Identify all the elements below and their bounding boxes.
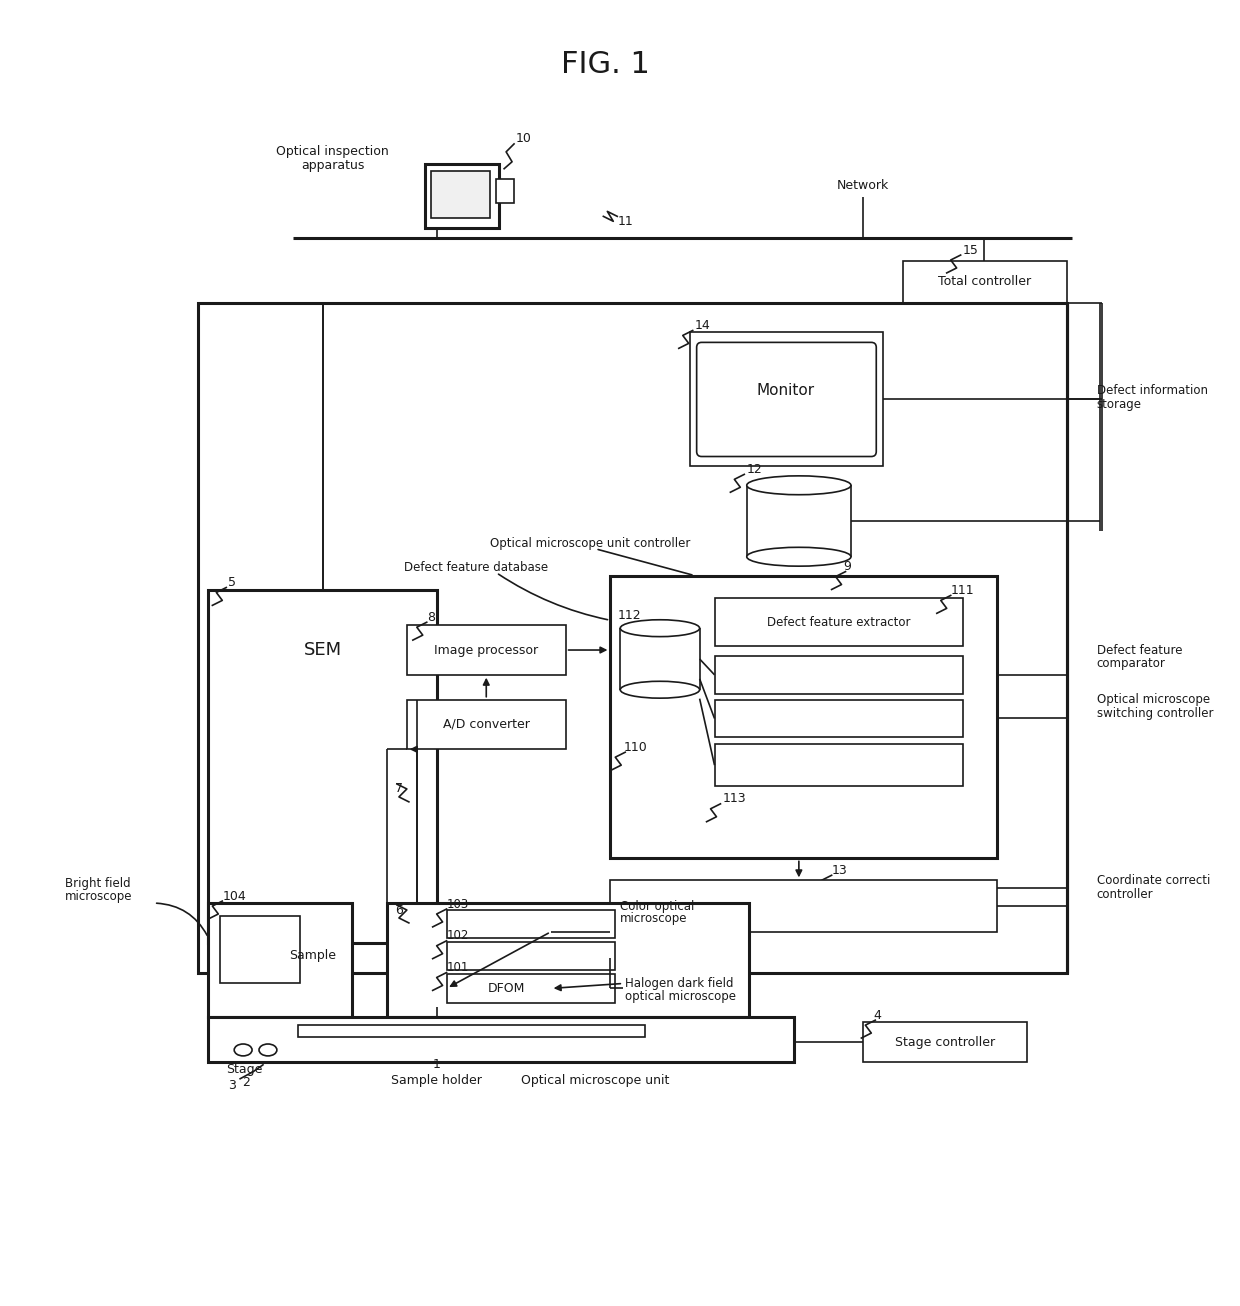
Text: 110: 110 — [624, 741, 647, 754]
Text: 113: 113 — [723, 793, 746, 806]
Bar — [208, 590, 436, 943]
Text: Stage controller: Stage controller — [895, 1036, 994, 1049]
Text: switching controller: switching controller — [1096, 707, 1213, 720]
Text: 10: 10 — [516, 132, 532, 145]
Text: DFOM: DFOM — [487, 982, 525, 995]
Text: Monitor: Monitor — [756, 383, 815, 397]
Text: apparatus: apparatus — [301, 159, 365, 172]
Ellipse shape — [620, 620, 699, 636]
Text: 12: 12 — [746, 462, 763, 475]
Text: 1: 1 — [433, 1058, 440, 1071]
Text: 5: 5 — [228, 576, 237, 589]
Bar — [863, 1023, 1027, 1062]
Text: 14: 14 — [694, 319, 711, 332]
Bar — [446, 973, 615, 1003]
Bar — [903, 261, 1066, 303]
Text: Defect feature: Defect feature — [1096, 644, 1182, 657]
Text: microscope: microscope — [64, 889, 131, 902]
Bar — [407, 626, 565, 675]
Text: Network: Network — [837, 179, 889, 192]
Text: controller: controller — [1096, 888, 1153, 901]
Text: Coordinate correcti: Coordinate correcti — [1096, 874, 1210, 887]
Text: Defect feature database: Defect feature database — [404, 562, 548, 575]
Text: microscope: microscope — [620, 913, 688, 926]
Text: 4: 4 — [873, 1008, 882, 1021]
Text: Defect feature extractor: Defect feature extractor — [766, 615, 910, 628]
Text: Sample holder: Sample holder — [391, 1075, 482, 1087]
Ellipse shape — [234, 1043, 252, 1057]
Ellipse shape — [746, 475, 851, 495]
Ellipse shape — [746, 547, 851, 567]
Bar — [714, 700, 962, 738]
Bar — [298, 1025, 645, 1037]
Bar — [714, 744, 962, 786]
Text: Optical microscope: Optical microscope — [1096, 693, 1210, 707]
Bar — [425, 163, 500, 229]
Text: Color optical: Color optical — [620, 900, 694, 913]
Text: FIG. 1: FIG. 1 — [560, 50, 650, 80]
Text: 8: 8 — [427, 611, 435, 624]
Text: storage: storage — [1096, 398, 1142, 411]
Bar — [221, 916, 300, 983]
Bar — [208, 902, 352, 1017]
Bar — [610, 576, 997, 858]
Bar — [610, 880, 997, 932]
Text: 13: 13 — [832, 863, 847, 876]
Text: Optical microscope unit controller: Optical microscope unit controller — [490, 537, 691, 550]
Text: Bright field: Bright field — [64, 876, 130, 889]
Text: A/D converter: A/D converter — [443, 718, 529, 731]
Bar — [208, 1017, 794, 1062]
Text: 6: 6 — [396, 904, 403, 917]
Bar — [446, 942, 615, 969]
Bar — [689, 333, 883, 466]
Bar — [198, 303, 1066, 973]
FancyBboxPatch shape — [697, 342, 877, 457]
Text: Defect information: Defect information — [1096, 384, 1208, 397]
Text: 102: 102 — [446, 930, 469, 943]
Bar — [387, 902, 749, 1017]
Text: 7: 7 — [396, 782, 403, 795]
Bar — [407, 700, 565, 750]
Text: Optical microscope unit: Optical microscope unit — [521, 1075, 670, 1087]
Text: Halogen dark field: Halogen dark field — [625, 977, 734, 990]
Text: 101: 101 — [446, 961, 469, 974]
Text: 9: 9 — [843, 560, 852, 573]
Text: Total controller: Total controller — [937, 276, 1030, 289]
Text: 3: 3 — [228, 1079, 236, 1092]
Text: optical microscope: optical microscope — [625, 990, 737, 1003]
Bar — [496, 179, 515, 204]
Text: SEM: SEM — [304, 641, 341, 660]
Bar — [714, 598, 962, 646]
Bar — [430, 171, 490, 218]
Text: Sample: Sample — [289, 949, 336, 963]
Text: comparator: comparator — [1096, 657, 1166, 670]
Text: Stage: Stage — [226, 1063, 263, 1076]
Text: 104: 104 — [222, 889, 246, 902]
Bar — [714, 656, 962, 693]
Text: 15: 15 — [962, 244, 978, 256]
Text: 103: 103 — [446, 897, 469, 910]
Text: 111: 111 — [951, 584, 975, 597]
Text: Optical inspection: Optical inspection — [277, 145, 389, 158]
Bar — [446, 910, 615, 938]
Text: 2: 2 — [242, 1076, 250, 1089]
Ellipse shape — [620, 682, 699, 699]
Text: Image processor: Image processor — [434, 644, 538, 657]
Text: 11: 11 — [618, 214, 634, 227]
Text: 112: 112 — [618, 609, 641, 622]
Ellipse shape — [259, 1043, 277, 1057]
